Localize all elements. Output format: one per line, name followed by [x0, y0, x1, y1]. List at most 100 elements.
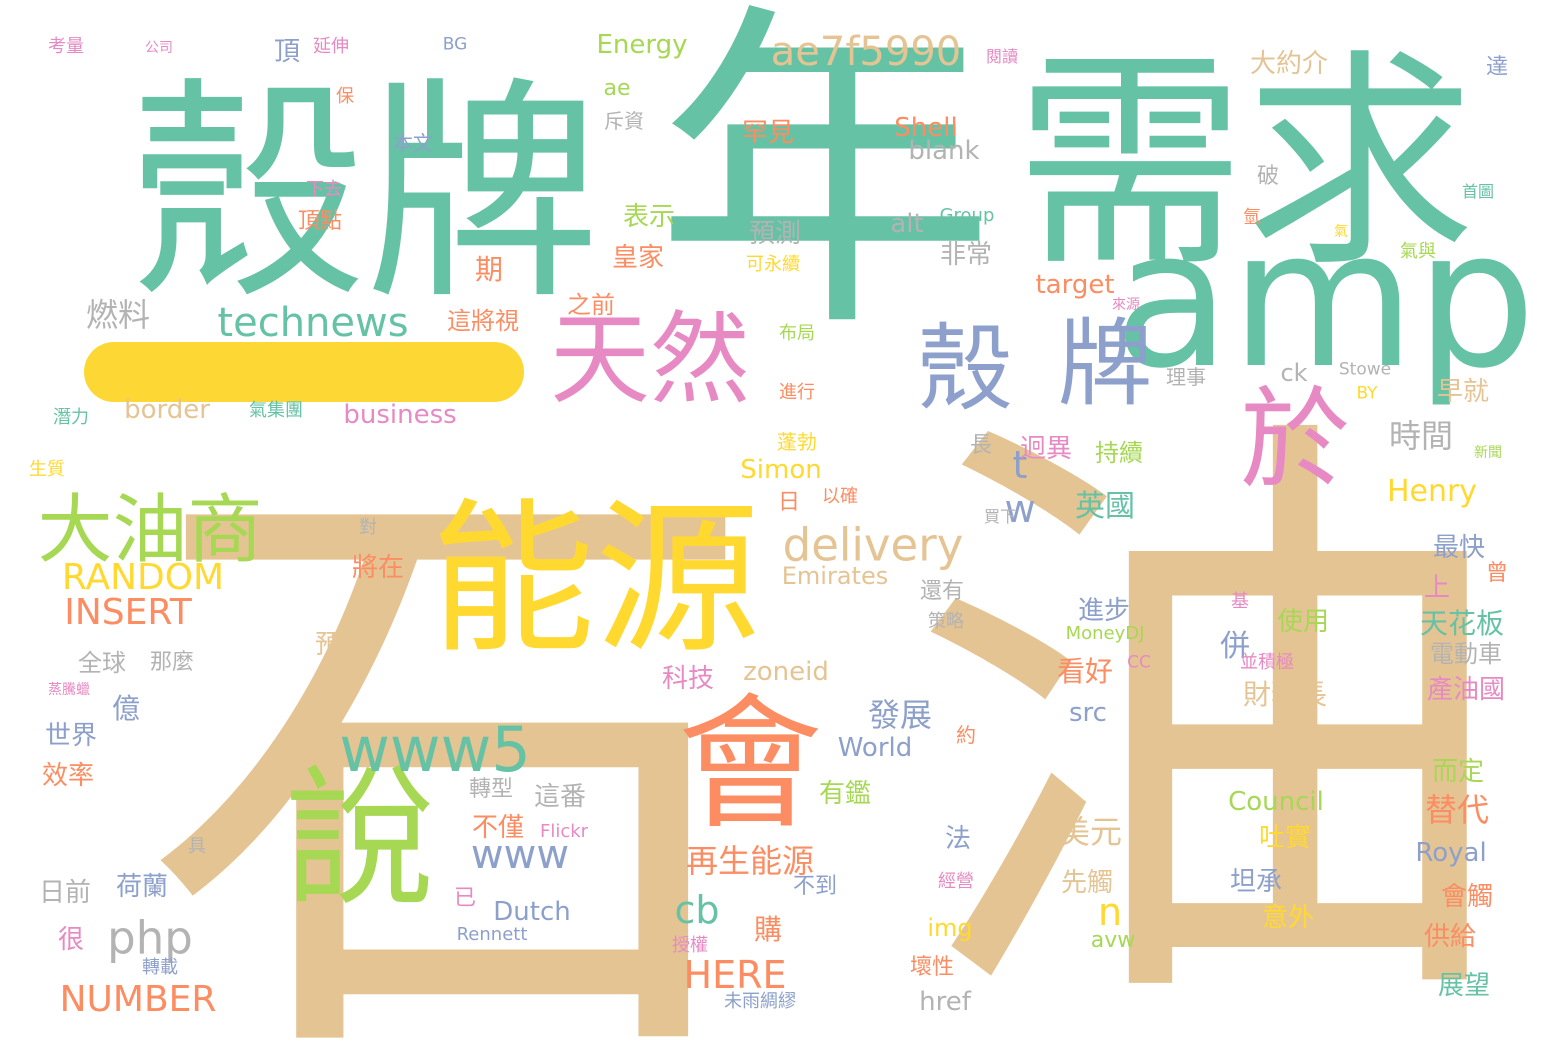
word: 於: [1240, 385, 1350, 495]
word: 天花板: [1420, 610, 1504, 638]
word: alt: [890, 211, 923, 237]
word: 而定: [1432, 759, 1484, 785]
word: 皇家: [612, 245, 664, 271]
word: 期: [475, 256, 503, 284]
word: delivery: [783, 523, 964, 568]
word: 不到: [793, 876, 837, 898]
word: 會觸: [1441, 884, 1493, 910]
word: 吐實: [1259, 825, 1311, 851]
word: ae: [603, 78, 630, 100]
word: 來源: [1112, 298, 1140, 312]
word: Simon: [740, 457, 821, 483]
word: 殼: [917, 323, 1012, 418]
word: 氣: [1334, 225, 1348, 239]
word: 考量: [48, 38, 84, 56]
word: Energy: [596, 32, 687, 58]
word: Royal: [1415, 840, 1486, 866]
word: 天然: [550, 310, 750, 410]
word: www5: [339, 719, 531, 781]
word: NUMBER: [60, 982, 217, 1018]
word: 坦承: [1230, 869, 1282, 895]
word: 上: [1424, 575, 1450, 601]
word: 氣與: [1400, 243, 1436, 261]
word: 表示: [623, 204, 675, 230]
word: 理事: [1166, 367, 1206, 387]
word: 買下: [984, 509, 1016, 525]
word: 本文: [393, 133, 433, 153]
word: 這將視: [447, 309, 519, 333]
word: 迥異: [1020, 436, 1072, 462]
word: 有鑑: [819, 781, 871, 807]
word: 氣集團: [249, 402, 303, 420]
word: 頂: [274, 39, 300, 65]
word: 公司: [145, 41, 173, 55]
word: 替代: [1425, 794, 1489, 826]
word: img: [927, 916, 972, 940]
word: 說: [285, 765, 435, 915]
word: 首圖: [1462, 184, 1494, 200]
word: 話: [368, 596, 392, 620]
word: 蒸騰蠟: [48, 683, 90, 697]
word: 進步: [1078, 598, 1130, 624]
word: 罕見: [742, 120, 794, 146]
word: 日: [778, 492, 800, 514]
word: 曾: [1486, 563, 1508, 585]
word: 未雨綢繆: [724, 993, 796, 1011]
word: 電動車: [1430, 642, 1502, 666]
word: 科技: [662, 666, 714, 692]
word: a: [1428, 720, 1453, 760]
word: ck: [1280, 361, 1307, 385]
word: 保: [336, 88, 354, 106]
word: RANDOM: [62, 560, 224, 596]
word: MoneyDJ: [1066, 625, 1145, 643]
word: 購: [754, 916, 782, 944]
word: 會: [678, 693, 823, 838]
word: 新聞: [1474, 446, 1502, 460]
word: 不僅: [472, 815, 524, 841]
word: World: [838, 735, 913, 761]
highlight-bar: [84, 342, 524, 402]
word: Group: [940, 207, 995, 225]
word: 燃料: [86, 299, 150, 331]
word: 供給: [1424, 924, 1476, 950]
word: blank: [908, 138, 979, 164]
word: 持續: [1095, 441, 1143, 465]
word: 以確: [822, 488, 858, 506]
word: Emirates: [782, 564, 888, 588]
word: 生質: [29, 461, 65, 479]
word: 預測: [749, 221, 801, 247]
word: Council: [1228, 789, 1324, 815]
word: 閱讀: [986, 49, 1018, 65]
word: 達: [1486, 57, 1508, 79]
word: href: [919, 989, 971, 1015]
word: 授權: [672, 937, 708, 955]
word: 之前: [567, 293, 615, 317]
word: target: [1035, 272, 1114, 298]
word: 破: [1257, 166, 1279, 188]
word: INSERT: [64, 595, 192, 631]
word: 發展: [868, 699, 932, 731]
word: 全球: [78, 651, 126, 675]
word: 法: [945, 826, 971, 852]
word: 牌: [1057, 318, 1152, 413]
word: BY: [1356, 386, 1377, 403]
word: 世界: [45, 723, 97, 749]
word: 對: [359, 519, 377, 537]
word: 已: [454, 888, 476, 910]
word: 非常: [940, 242, 992, 268]
word: 大約介: [1250, 51, 1328, 77]
word: 延伸: [313, 38, 349, 56]
word: business: [343, 402, 456, 428]
word: Rennett: [457, 926, 528, 944]
word: 經營: [938, 873, 974, 891]
word: Henry: [1387, 477, 1477, 507]
word: border: [124, 397, 210, 423]
word: 那麼: [150, 652, 194, 674]
word: 英國: [1075, 492, 1135, 522]
word: 財務長: [1243, 681, 1327, 709]
word: 頂點: [298, 211, 342, 233]
word: 策略: [928, 613, 964, 631]
word: 還有: [920, 581, 964, 603]
word: 進行: [779, 384, 815, 402]
word: Flickr: [540, 823, 588, 841]
